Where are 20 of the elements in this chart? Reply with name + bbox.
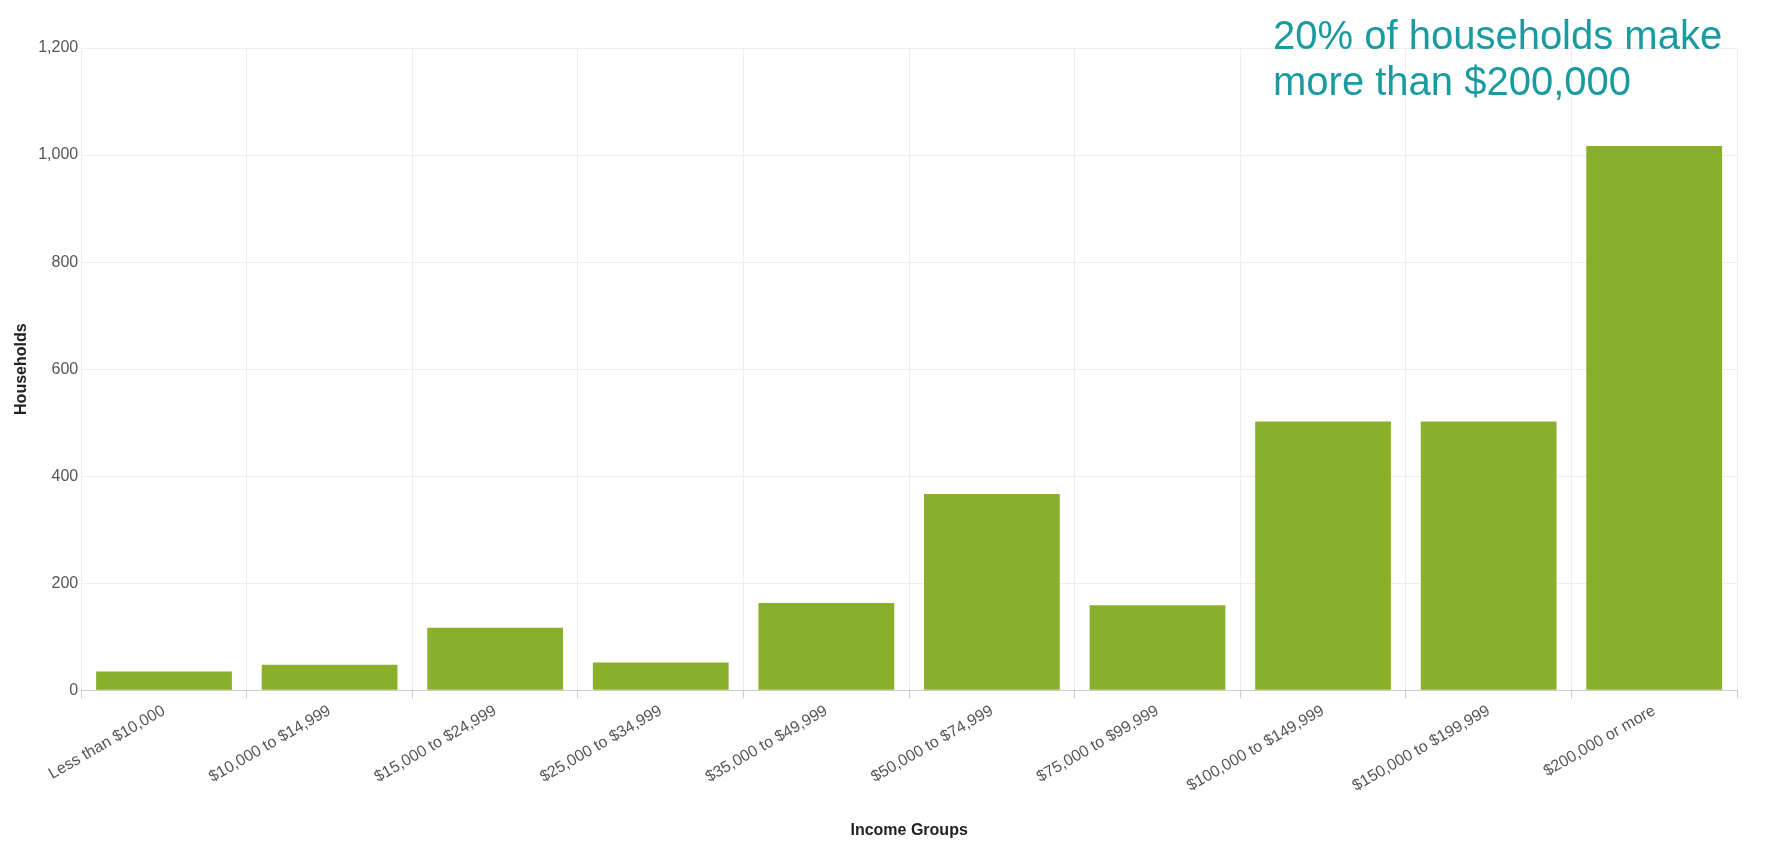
bar <box>1255 421 1391 690</box>
y-tick-label: 1,000 <box>38 145 79 163</box>
bar <box>1420 421 1557 690</box>
bar <box>96 671 232 690</box>
y-tick-label: 1,200 <box>38 38 79 56</box>
y-tick-label: 600 <box>51 359 79 377</box>
bar <box>261 664 398 690</box>
annotation: 20% of households make more than $200,000 <box>1273 13 1723 104</box>
bar <box>1089 605 1226 690</box>
y-tick-label: 200 <box>51 573 79 591</box>
y-tick-label: 0 <box>69 680 79 698</box>
bar <box>758 603 895 690</box>
y-tick-label: 400 <box>51 466 79 484</box>
y-tick-label: 800 <box>51 252 79 270</box>
bar <box>1586 145 1723 690</box>
bar <box>924 493 1060 690</box>
bar <box>592 662 729 690</box>
bar <box>427 627 564 690</box>
x-axis-title: Income Groups <box>850 820 968 838</box>
y-axis-title: Households <box>12 323 30 415</box>
